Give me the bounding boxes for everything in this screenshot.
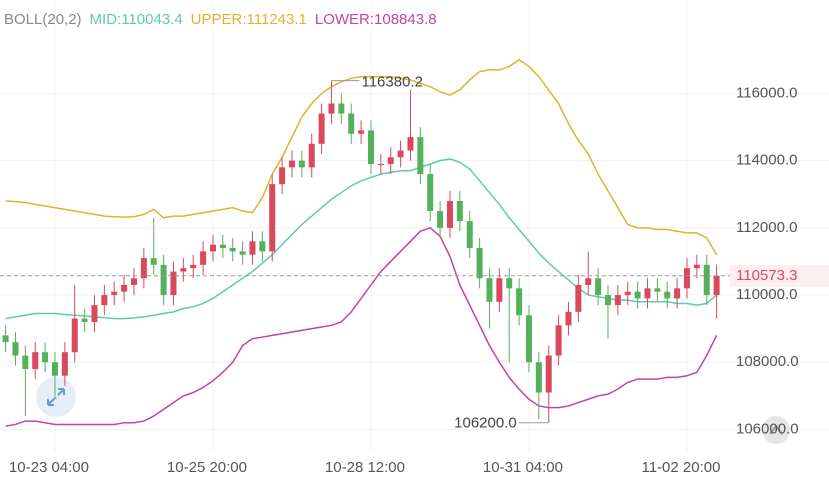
high-label: 116380.2 — [361, 74, 422, 91]
candle-body — [437, 211, 444, 228]
candle-body — [614, 295, 621, 306]
candle-body — [190, 264, 197, 269]
candle-body — [298, 160, 305, 168]
candle-body — [2, 335, 9, 343]
candle-body — [239, 251, 246, 255]
candle-body — [555, 325, 562, 356]
candle-body — [308, 143, 315, 168]
y-tick-label: 112000.0 — [736, 219, 797, 236]
candle-body — [664, 291, 671, 299]
candle-body — [22, 355, 29, 369]
candle-body — [121, 284, 128, 292]
candle-body — [486, 278, 493, 302]
x-tick-label: 10-28 12:00 — [325, 459, 405, 476]
y-tick-label: 110000.0 — [736, 286, 797, 303]
expand-icon — [47, 388, 65, 406]
candle-body — [269, 184, 276, 252]
candle-body — [446, 200, 453, 228]
candle-body — [377, 163, 384, 165]
last-price-label: 110573.3 — [736, 267, 797, 284]
candle-body — [318, 113, 325, 144]
candle-body — [91, 305, 98, 322]
candle-body — [229, 248, 236, 252]
candle-body — [338, 103, 345, 114]
candle-body — [595, 278, 602, 296]
candle-body — [12, 342, 19, 356]
x-tick-label: 10-31 04:00 — [483, 459, 563, 476]
candle-body — [585, 278, 592, 285]
scroll-button[interactable] — [762, 416, 790, 444]
candle-body — [71, 318, 78, 353]
band-line — [5, 227, 718, 427]
candle-body — [417, 137, 424, 175]
candle-body — [130, 278, 137, 285]
y-tick-label: 116000.0 — [736, 84, 797, 101]
candle-body — [545, 355, 552, 393]
legend-entry: MID:110043.4 — [90, 11, 183, 28]
candle-body — [348, 113, 355, 134]
candle-body — [476, 248, 483, 279]
candle-body — [61, 352, 68, 376]
candle-body — [516, 288, 523, 316]
last-price-box — [730, 264, 829, 287]
x-tick-label: 10-23 04:00 — [9, 459, 89, 476]
candle-body — [249, 241, 256, 255]
candle-body — [634, 291, 641, 299]
candle-body — [209, 244, 216, 252]
candle-body — [101, 295, 108, 306]
candle-body — [328, 103, 335, 114]
candle-body — [259, 241, 266, 252]
candle-body — [604, 295, 611, 306]
candle-body — [535, 362, 542, 393]
candle-body — [407, 137, 414, 151]
candle-body — [288, 160, 295, 168]
candle-body — [111, 291, 118, 296]
x-tick-label: 10-25 20:00 — [167, 459, 247, 476]
x-tick-label: 11-02 20:00 — [641, 459, 720, 476]
candle-body — [674, 288, 681, 299]
band-line — [5, 58, 718, 256]
candle-body — [397, 150, 404, 158]
y-tick-label: 114000.0 — [736, 152, 797, 169]
y-tick-label: 108000.0 — [736, 353, 799, 370]
y-tick-label: 106000.0 — [736, 420, 799, 437]
candle-body — [150, 258, 157, 265]
candle-body — [575, 284, 582, 312]
candle-body — [219, 244, 226, 249]
candle-body — [180, 268, 187, 272]
candle-body — [456, 200, 463, 222]
scroll-icon — [769, 424, 783, 435]
candle-body — [654, 288, 661, 292]
candle-body — [279, 167, 286, 185]
candle-body — [367, 130, 374, 164]
candle-body — [51, 362, 58, 376]
candle-body — [525, 315, 532, 363]
candle-body — [42, 352, 49, 363]
legend-entry: UPPER:111243.1 — [191, 11, 307, 28]
candle-body — [624, 291, 631, 296]
candle-body — [683, 268, 690, 289]
candle-body — [693, 264, 700, 269]
candle-body — [81, 318, 88, 322]
candle-body — [565, 311, 572, 326]
candle-body — [170, 271, 177, 296]
candle-body — [703, 264, 710, 296]
candle-body — [713, 275, 720, 296]
legend-entry: LOWER:108843.8 — [315, 11, 437, 28]
candle-body — [140, 258, 147, 279]
candle-body — [427, 174, 434, 212]
candle-body — [32, 352, 39, 369]
candle-body — [160, 264, 167, 296]
low-label: 106200.0 — [454, 415, 517, 432]
indicator-label: BOLL(20,2) — [4, 11, 82, 28]
candle-body — [506, 278, 513, 289]
candle-body — [200, 251, 207, 265]
candle-body — [387, 157, 394, 164]
candle-body — [496, 278, 503, 302]
candle-body — [358, 130, 365, 134]
candle-body — [466, 221, 473, 249]
candle-body — [644, 288, 651, 299]
